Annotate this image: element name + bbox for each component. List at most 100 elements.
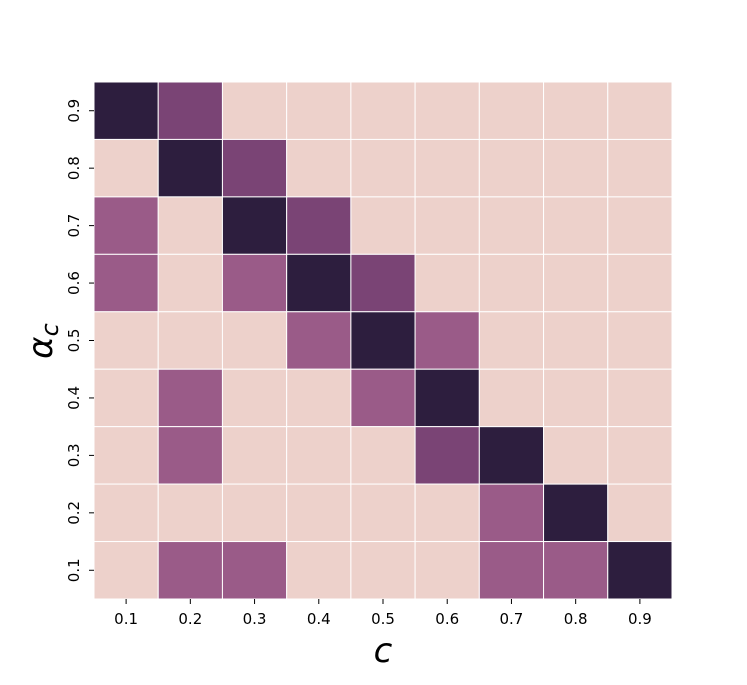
heatmap-cell-0.9-0.7 [478, 81, 545, 140]
heatmap-cell-0.9-0.1 [93, 81, 159, 140]
heatmap-cell-0.7-0.4 [286, 196, 352, 255]
x-tick-label: 0.8 [564, 610, 588, 628]
x-tick-label: 0.3 [243, 610, 267, 628]
heatmap-cell-0.3-0.4 [286, 426, 352, 485]
heatmap-cell-0.8-0.2 [157, 138, 223, 198]
heatmap-cell-0.8-0.6 [414, 138, 480, 198]
heatmap-cell-0.7-0.2 [157, 196, 223, 255]
heatmap-cell-0.5-0.5 [350, 311, 416, 370]
y-axis-label: αc [21, 323, 64, 359]
heatmap-cell-0.7-0.1 [93, 196, 159, 255]
heatmap-cell-0.1-0.5 [350, 541, 416, 600]
heatmap-cell-0.6-0.2 [157, 253, 223, 313]
heatmap-cell-0.5-0.6 [414, 311, 480, 370]
heatmap-cell-0.8-0.3 [221, 138, 288, 198]
heatmap-cell-0.1-0.9 [607, 541, 673, 600]
heatmap-cell-0.3-0.3 [221, 426, 288, 485]
heatmap-cell-0.5-0.1 [93, 311, 159, 370]
y-tick-label: 0.5 [65, 329, 83, 353]
heatmap-cell-0.2-0.1 [93, 483, 159, 543]
heatmap-cell-0.9-0.3 [221, 81, 288, 140]
y-axis-label-main: α [21, 336, 61, 358]
x-tick-label: 0.1 [114, 610, 138, 628]
heatmap-cell-0.3-0.5 [350, 426, 416, 485]
heatmap-cell-0.7-0.5 [350, 196, 416, 255]
heatmap-cell-0.6-0.7 [478, 253, 545, 313]
heatmap-cell-0.6-0.9 [607, 253, 673, 313]
heatmap-cell-0.4-0.4 [286, 368, 352, 428]
y-tick-label: 0.7 [65, 214, 83, 238]
heatmap-cell-0.6-0.6 [414, 253, 480, 313]
heatmap-cell-0.5-0.4 [286, 311, 352, 370]
heatmap-cell-0.2-0.9 [607, 483, 673, 543]
heatmap-cell-0.9-0.2 [157, 81, 223, 140]
heatmap-cell-0.6-0.4 [286, 253, 352, 313]
x-tick-label: 0.9 [628, 610, 652, 628]
heatmap-cell-0.1-0.1 [93, 541, 159, 600]
heatmap-cell-0.5-0.2 [157, 311, 223, 370]
heatmap-cell-0.1-0.4 [286, 541, 352, 600]
y-tick-label: 0.8 [65, 156, 83, 180]
heatmap-cell-0.3-0.9 [607, 426, 673, 485]
heatmap-cell-0.4-0.3 [221, 368, 288, 428]
x-tick-label: 0.6 [435, 610, 459, 628]
heatmap-cell-0.3-0.7 [478, 426, 545, 485]
heatmap-cell-0.8-0.4 [286, 138, 352, 198]
heatmap-cell-0.3-0.1 [93, 426, 159, 485]
heatmap-cell-0.4-0.1 [93, 368, 159, 428]
heatmap-cell-0.4-0.8 [543, 368, 609, 428]
heatmap-cell-0.2-0.6 [414, 483, 480, 543]
heatmap-cell-0.1-0.8 [543, 541, 609, 600]
x-tick-label: 0.7 [500, 610, 524, 628]
heatmap-cell-0.3-0.8 [543, 426, 609, 485]
heatmap-cell-0.7-0.6 [414, 196, 480, 255]
heatmap-cell-0.8-0.8 [543, 138, 609, 198]
heatmap-cell-0.9-0.4 [286, 81, 352, 140]
heatmap-cell-0.6-0.8 [543, 253, 609, 313]
y-tick-label: 0.4 [65, 386, 83, 410]
y-tick-label: 0.6 [65, 271, 83, 295]
heatmap-cell-0.6-0.3 [221, 253, 288, 313]
heatmap-cell-0.9-0.6 [414, 81, 480, 140]
heatmap-cell-0.2-0.4 [286, 483, 352, 543]
y-axis-label-subscript: c [36, 323, 64, 336]
y-axis: 0.9 0.8 0.7 0.6 0.5 0.4 0.3 0.2 0.1 [65, 99, 94, 582]
x-axis: 0.1 0.2 0.3 0.4 0.5 0.6 0.7 0.8 0.9 [114, 599, 652, 628]
heatmap-cell-0.2-0.7 [478, 483, 545, 543]
y-tick-label: 0.2 [65, 501, 83, 525]
heatmap-cell-0.9-0.5 [350, 81, 416, 140]
heatmap-cell-0.5-0.3 [221, 311, 288, 370]
heatmap-cell-0.8-0.7 [478, 138, 545, 198]
x-tick-label: 0.2 [178, 610, 202, 628]
heatmap-cell-0.8-0.1 [93, 138, 159, 198]
heatmap-cell-0.9-0.9 [607, 81, 673, 140]
heatmap-cell-0.2-0.5 [350, 483, 416, 543]
heatmap-cell-0.5-0.7 [478, 311, 545, 370]
heatmap-cell-0.7-0.7 [478, 196, 545, 255]
heatmap-cell-0.5-0.8 [543, 311, 609, 370]
x-tick-label: 0.5 [371, 610, 395, 628]
y-tick-label: 0.3 [65, 443, 83, 467]
heatmap-cell-0.8-0.5 [350, 138, 416, 198]
heatmap-cell-0.4-0.5 [350, 368, 416, 428]
heatmap-cell-0.3-0.2 [157, 426, 223, 485]
heatmap-cell-0.2-0.3 [221, 483, 288, 543]
heatmap-cell-0.4-0.2 [157, 368, 223, 428]
x-tick-label: 0.4 [307, 610, 331, 628]
heatmap-cell-0.9-0.8 [543, 81, 609, 140]
heatmap-cell-0.7-0.8 [543, 196, 609, 255]
heatmap-cells [93, 81, 673, 600]
heatmap-cell-0.1-0.6 [414, 541, 480, 600]
x-axis-label: c [374, 631, 393, 671]
heatmap-cell-0.2-0.8 [543, 483, 609, 543]
heatmap-cell-0.3-0.6 [414, 426, 480, 485]
heatmap-cell-0.2-0.2 [157, 483, 223, 543]
heatmap-cell-0.6-0.1 [93, 253, 159, 313]
heatmap-cell-0.7-0.9 [607, 196, 673, 255]
heatmap-cell-0.1-0.3 [221, 541, 288, 600]
heatmap-cell-0.4-0.9 [607, 368, 673, 428]
heatmap-cell-0.1-0.2 [157, 541, 223, 600]
heatmap-cell-0.7-0.3 [221, 196, 288, 255]
heatmap-cell-0.1-0.7 [478, 541, 545, 600]
